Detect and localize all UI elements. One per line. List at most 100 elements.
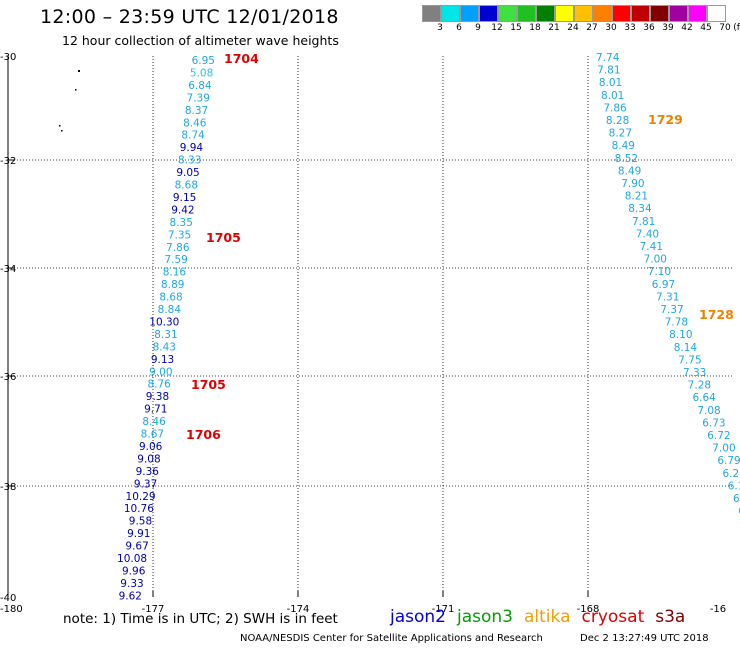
- wave-height-value: 8.14: [674, 342, 698, 354]
- scale-swatch: [631, 5, 650, 22]
- generated-timestamp: Dec 2 13:27:49 UTC 2018: [580, 633, 709, 644]
- wave-height-value: 7.39: [187, 92, 210, 104]
- land-speck: [75, 89, 77, 91]
- wave-height-value: 5.08: [190, 67, 213, 79]
- pass-number-label: 1705: [206, 230, 241, 245]
- wave-height-value: 7.86: [166, 242, 190, 254]
- scale-swatch: [422, 5, 441, 22]
- wave-height-value: 7.00: [712, 443, 735, 455]
- scale-label: 36: [643, 23, 655, 33]
- wave-height-value: 9.62: [119, 590, 142, 602]
- wave-height-value: 8.68: [175, 180, 198, 192]
- pass-number-label: 1704: [224, 51, 259, 66]
- wave-height-value: 9.13: [151, 354, 174, 366]
- wave-height-value: 8.01: [601, 90, 624, 102]
- lat-label: -40: [0, 593, 16, 604]
- scale-unit: (ft): [733, 23, 740, 33]
- wave-height-value: 9.94: [180, 142, 204, 154]
- scale-swatch: [707, 5, 726, 22]
- wave-height-value: 9.36: [136, 466, 160, 478]
- wave-height-value: 7.33: [683, 367, 706, 379]
- scale-swatch: [650, 5, 669, 22]
- wave-height-value: 9.38: [146, 391, 169, 403]
- wave-height-value: 8.37: [185, 105, 208, 117]
- wave-height-value: 8.89: [161, 279, 184, 291]
- wave-height-value: 9.05: [176, 167, 199, 179]
- scale-label: 24: [567, 23, 579, 33]
- wave-height-value: 9.08: [137, 453, 160, 465]
- wave-height-value: 7.78: [665, 317, 688, 329]
- wave-height-value: 6.00: [733, 493, 740, 505]
- pass-number-label: 1706: [186, 427, 221, 442]
- land-speck: [78, 70, 80, 72]
- units-note: note: 1) Time is in UTC; 2) SWH is in fe…: [63, 611, 338, 627]
- wave-height-value: 8.35: [170, 217, 193, 229]
- satellite-legend-item: jason2: [390, 607, 446, 627]
- wave-height-value: 8.31: [154, 329, 177, 341]
- scale-label: 21: [548, 23, 560, 33]
- wave-height-value: 6.26: [722, 468, 740, 480]
- scale-swatch: [593, 5, 612, 22]
- scale-label: 12: [491, 23, 503, 33]
- scale-swatch: [669, 5, 688, 22]
- wave-height-value: 9.42: [171, 204, 194, 216]
- satellite-legend-item: altika: [524, 607, 571, 627]
- wave-height-value: 8.34: [628, 203, 652, 215]
- pass-labels: 1704 1705 1705 1706 1729 1728: [186, 51, 734, 442]
- scale-label: 27: [586, 23, 598, 33]
- scale-label: 33: [624, 23, 636, 33]
- altimeter-tracks: 6.955.086.847.398.378.468.749.948.339.05…: [117, 52, 740, 602]
- wave-height-value: 8.84: [158, 304, 182, 316]
- wave-height-value: 6.73: [702, 417, 725, 429]
- scale-swatch: [574, 5, 593, 22]
- satellite-legend-item: jason3: [457, 607, 513, 627]
- land-speck: [61, 130, 63, 132]
- wave-height-value: 9.37: [134, 478, 157, 490]
- scale-swatch: [612, 5, 631, 22]
- wave-height-value: 10.76: [124, 503, 154, 515]
- wave-height-value: 7.31: [656, 291, 679, 303]
- wave-height-value: 9.06: [139, 441, 163, 453]
- wave-height-value: 7.59: [164, 254, 187, 266]
- lat-label: -34: [0, 264, 16, 275]
- wave-height-value: 6.97: [652, 279, 675, 291]
- wave-height-value: 7.40: [636, 228, 659, 240]
- scale-label: 3: [437, 23, 443, 33]
- scale-label: 42: [681, 23, 693, 33]
- lat-label: -30: [0, 52, 16, 63]
- wave-height-value: 7.75: [678, 354, 701, 366]
- scale-swatch: [460, 5, 479, 22]
- wave-height-value: 7.81: [597, 65, 620, 77]
- pass-number-label: 1729: [648, 112, 683, 127]
- satellite-legend-item: s3a: [655, 607, 686, 627]
- wave-height-value: 8.01: [599, 77, 622, 89]
- wave-height-value: 7.37: [660, 304, 683, 316]
- wave-height-value: 8.46: [183, 117, 207, 129]
- lon-label: -171: [432, 604, 455, 615]
- scale-label: 18: [529, 23, 541, 33]
- map-title: 12:00 – 23:59 UTC 12/01/2018: [40, 6, 339, 28]
- satellite-legend-item: cryosat: [581, 607, 645, 627]
- wave-height-value: 8.49: [618, 165, 641, 177]
- wave-height-value: 7.28: [688, 380, 711, 392]
- lon-label: -168: [577, 604, 600, 615]
- scale-swatch: [479, 5, 498, 22]
- wave-height-value: 8.10: [669, 329, 692, 341]
- wave-height-value: 8.43: [153, 341, 176, 353]
- scale-swatch: [536, 5, 555, 22]
- credit-line: NOAA/NESDIS Center for Satellite Applica…: [240, 633, 543, 644]
- pass-number-label: 1728: [699, 307, 734, 322]
- wave-height-value: 8.74: [181, 130, 205, 142]
- wave-height-value: 8.33: [178, 155, 201, 167]
- wave-height-value: 9.71: [144, 404, 167, 416]
- wave-height-value: 8.49: [612, 140, 635, 152]
- scale-swatch: [441, 5, 460, 22]
- wave-height-value: 8.21: [625, 191, 648, 203]
- scale-swatch: [688, 5, 707, 22]
- pass-number-label: 1705: [191, 377, 226, 392]
- lon-label: -177: [142, 604, 165, 615]
- wave-height-value: 7.35: [168, 229, 191, 241]
- wave-height-value: 6.84: [188, 80, 212, 92]
- scale-swatch: [555, 5, 574, 22]
